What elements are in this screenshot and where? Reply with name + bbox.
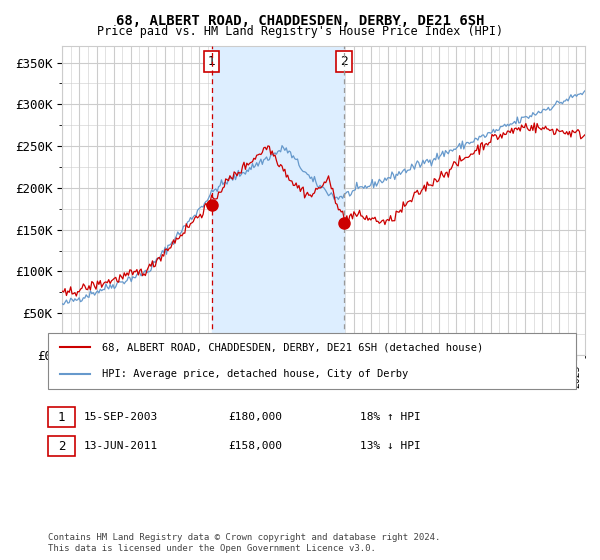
Text: 18% ↑ HPI: 18% ↑ HPI	[360, 412, 421, 422]
Text: 2: 2	[340, 55, 348, 68]
Text: Price paid vs. HM Land Registry's House Price Index (HPI): Price paid vs. HM Land Registry's House …	[97, 25, 503, 38]
Bar	[212, 46, 344, 355]
Text: HPI: Average price, detached house, City of Derby: HPI: Average price, detached house, City…	[102, 368, 408, 379]
Text: 68, ALBERT ROAD, CHADDESDEN, DERBY, DE21 6SH (detached house): 68, ALBERT ROAD, CHADDESDEN, DERBY, DE21…	[102, 342, 483, 352]
Text: 15-SEP-2003: 15-SEP-2003	[84, 412, 158, 422]
Text: 1: 1	[58, 410, 65, 424]
Text: £180,000: £180,000	[228, 412, 282, 422]
Text: 13-JUN-2011: 13-JUN-2011	[84, 441, 158, 451]
Text: 13% ↓ HPI: 13% ↓ HPI	[360, 441, 421, 451]
Text: 68, ALBERT ROAD, CHADDESDEN, DERBY, DE21 6SH: 68, ALBERT ROAD, CHADDESDEN, DERBY, DE21…	[116, 14, 484, 28]
Text: £158,000: £158,000	[228, 441, 282, 451]
Text: 2: 2	[58, 440, 65, 453]
Text: 1: 1	[208, 55, 215, 68]
Text: Contains HM Land Registry data © Crown copyright and database right 2024.
This d: Contains HM Land Registry data © Crown c…	[48, 533, 440, 553]
